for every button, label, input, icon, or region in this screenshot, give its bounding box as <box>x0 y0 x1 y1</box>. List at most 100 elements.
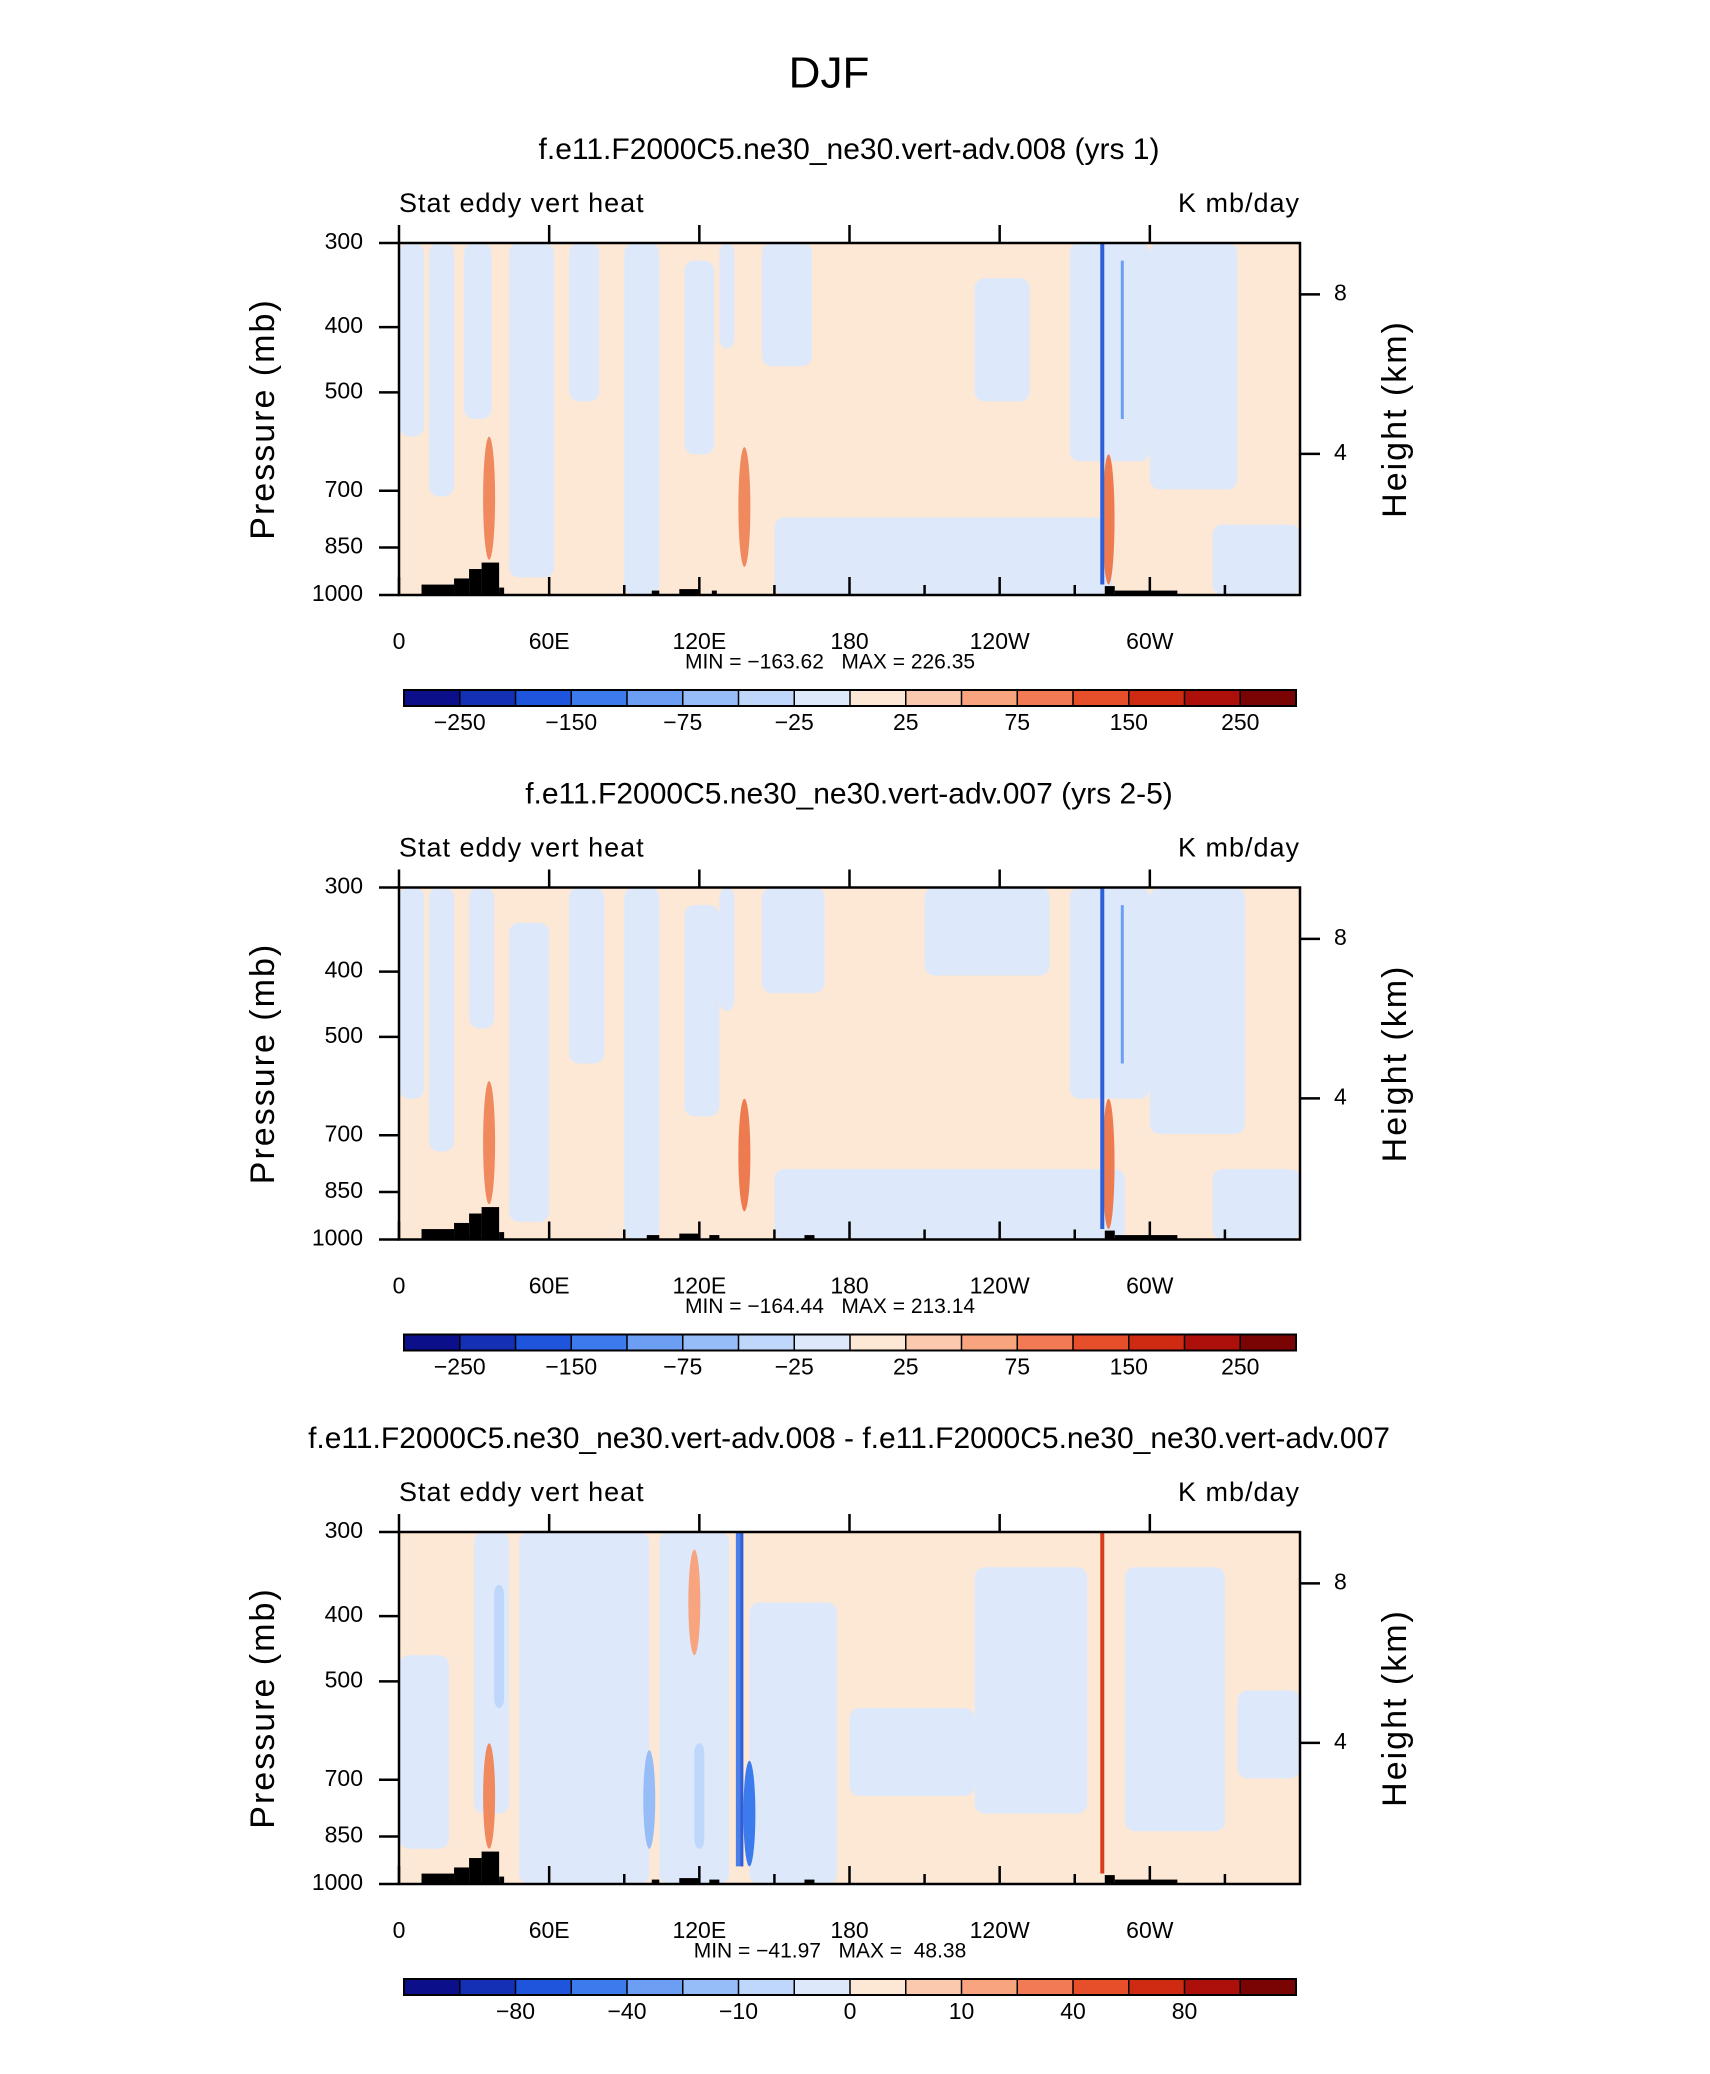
colorbar-label: −40 <box>607 1998 646 2024</box>
min-max-stats: MIN = −163.62 MAX = 226.35 <box>685 651 975 674</box>
colorbar-box <box>1016 1334 1074 1351</box>
field-region <box>569 887 605 1064</box>
y-tick-label: 500 <box>325 377 363 403</box>
field-region <box>429 243 455 497</box>
topography <box>481 1207 500 1240</box>
colorbar-label: −250 <box>434 709 486 735</box>
topography <box>481 1851 500 1884</box>
y-tick-label: 300 <box>325 873 363 899</box>
x-tick-label: 120W <box>970 628 1030 654</box>
x-tick-label: 120W <box>970 1273 1030 1299</box>
colorbar-box <box>1128 1978 1185 1996</box>
field-region <box>761 243 812 367</box>
field-region <box>974 278 1030 402</box>
field-region <box>509 922 550 1222</box>
x-tick-label: 0 <box>393 1273 406 1299</box>
topography <box>646 1235 660 1240</box>
field-extreme <box>743 1760 756 1867</box>
field-region <box>719 243 735 349</box>
field-region <box>399 243 425 437</box>
colorbar-label: −10 <box>719 1998 758 2024</box>
topography <box>454 578 470 595</box>
plot-right-label: K mb/day <box>1178 833 1300 863</box>
x-tick-label: 120E <box>672 1273 726 1299</box>
field-region <box>1212 1169 1300 1240</box>
colorbar-label: −75 <box>663 709 702 735</box>
x-tick-label: 60E <box>529 628 570 654</box>
colorbar-label: 0 <box>844 1998 857 2024</box>
field-region <box>1069 887 1150 1099</box>
colorbar-label: 75 <box>1004 1354 1030 1380</box>
topography <box>804 1879 815 1884</box>
y-tick-label: 700 <box>325 476 363 502</box>
colorbar-box <box>626 689 684 707</box>
colorbar-box <box>459 1978 516 1996</box>
field-region <box>1149 243 1238 490</box>
colorbar-box <box>961 689 1018 707</box>
min-max-stats: MIN = −41.97 MAX = 48.38 <box>694 1940 967 1963</box>
colorbar-box <box>403 689 461 707</box>
y2-axis-title: Height (km) <box>1376 1609 1414 1807</box>
field-region <box>494 1584 505 1708</box>
topography <box>1104 1875 1115 1884</box>
topography <box>679 1233 700 1240</box>
field-region <box>1149 887 1245 1134</box>
colorbar-label: −25 <box>775 1354 814 1380</box>
topography <box>421 1873 455 1884</box>
colorbar-box <box>459 1334 516 1351</box>
colorbar-box <box>682 689 739 707</box>
field-extreme <box>483 1081 496 1205</box>
plot-left-label: Stat eddy vert heat <box>399 1477 645 1507</box>
colorbar-label: 150 <box>1110 1354 1148 1380</box>
colorbar-box <box>1016 689 1074 707</box>
field-region <box>624 243 660 595</box>
field-region <box>1237 1690 1300 1779</box>
topography <box>709 1235 720 1240</box>
colorbar-box <box>682 1334 739 1351</box>
colorbar-box <box>1184 1334 1241 1351</box>
colorbar-box <box>793 689 851 707</box>
field-region <box>624 887 660 1240</box>
colorbar-label: 10 <box>949 1998 975 2024</box>
y2-tick-label: 8 <box>1334 280 1347 306</box>
panel: f.e11.F2000C5.ne30_ne30.vert-adv.008 (yr… <box>244 133 1414 735</box>
field-region <box>719 887 735 1011</box>
colorbar-label: 150 <box>1110 709 1148 735</box>
x-tick-label: 180 <box>830 1273 868 1299</box>
colorbar-box <box>849 689 907 707</box>
y2-tick-label: 4 <box>1334 1728 1347 1754</box>
min-max-stats: MIN = −164.44 MAX = 213.14 <box>685 1295 975 1318</box>
y2-tick-label: 4 <box>1334 439 1347 465</box>
colorbar-box <box>1128 1334 1185 1351</box>
colorbar-frame <box>403 689 1297 707</box>
colorbar-box <box>626 1978 684 1996</box>
colorbar-box <box>961 1334 1018 1351</box>
field-region <box>509 243 555 578</box>
colorbar-frame <box>403 1978 1297 1996</box>
y2-tick-label: 8 <box>1334 1569 1347 1595</box>
field-region <box>1069 243 1150 462</box>
colorbar-box <box>1016 1978 1074 1996</box>
y-tick-label: 1000 <box>312 1869 363 1895</box>
colorbar-box <box>515 1334 572 1351</box>
colorbar-box <box>849 1334 907 1351</box>
topography <box>1114 1235 1178 1240</box>
colorbar-box <box>793 1978 851 1996</box>
field-region <box>849 1708 975 1796</box>
field-region <box>429 887 455 1152</box>
colorbar-box <box>905 1978 962 1996</box>
topography <box>709 1879 720 1884</box>
field-region <box>774 517 1113 595</box>
colorbar-box <box>905 689 962 707</box>
colorbar-box <box>1239 1978 1297 1996</box>
topography <box>679 589 700 595</box>
field-extreme <box>1102 1098 1115 1229</box>
y2-tick-label: 4 <box>1334 1083 1347 1109</box>
colorbar-label: 250 <box>1221 1354 1259 1380</box>
topography <box>711 590 717 595</box>
colorbar-label: 75 <box>1004 709 1030 735</box>
topography <box>421 1229 455 1240</box>
y-tick-label: 300 <box>325 1517 363 1543</box>
colorbar-box <box>1239 689 1297 707</box>
